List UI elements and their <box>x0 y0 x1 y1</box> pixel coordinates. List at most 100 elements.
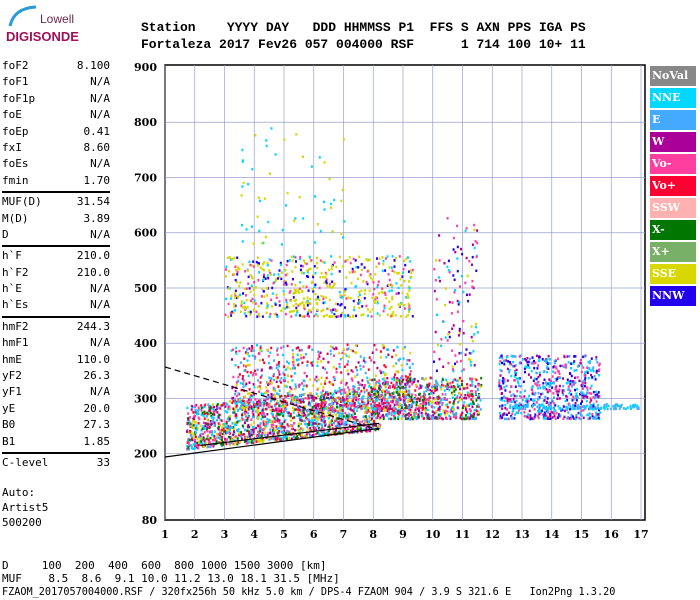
echo-point <box>390 314 393 318</box>
echo-point <box>331 403 334 406</box>
echo-point <box>329 349 332 353</box>
echo-point <box>548 381 551 385</box>
echo-point <box>206 426 209 429</box>
echo-point <box>247 403 250 406</box>
echo-point <box>195 424 198 427</box>
echo-point <box>327 417 330 420</box>
echo-point <box>283 420 286 423</box>
echo-point <box>375 392 378 396</box>
echo-point <box>564 363 567 366</box>
echo-point <box>335 413 338 416</box>
echo-point <box>428 392 431 396</box>
echo-point <box>261 415 264 418</box>
echo-point <box>352 423 355 427</box>
echo-point <box>379 369 382 373</box>
echo-point <box>531 405 534 409</box>
echo-point <box>306 364 309 367</box>
echo-point <box>304 397 307 400</box>
echo-point <box>268 395 271 399</box>
echo-point <box>230 311 233 314</box>
echo-point <box>308 308 311 312</box>
echo-point <box>519 385 522 388</box>
echo-point <box>259 422 262 425</box>
echo-point <box>225 420 228 424</box>
param-row: M(D) 3.89 <box>2 211 110 227</box>
echo-point <box>218 441 220 444</box>
echo-point <box>316 297 318 300</box>
echo-point <box>613 407 616 411</box>
echo-point <box>386 402 389 406</box>
echo-point <box>295 399 298 402</box>
echo-point <box>421 399 424 402</box>
echo-point <box>368 258 371 262</box>
echo-point <box>294 396 297 400</box>
echo-point <box>401 414 404 418</box>
echo-point <box>243 405 246 408</box>
echo-point <box>274 303 277 306</box>
echo-point <box>279 261 282 265</box>
echo-point <box>549 401 552 405</box>
echo-point <box>306 304 309 307</box>
echo-point <box>272 426 275 430</box>
echo-point <box>557 404 560 408</box>
echo-point <box>466 274 469 278</box>
echo-point <box>235 346 238 350</box>
echo-point <box>437 276 440 279</box>
echo-point <box>508 371 511 374</box>
echo-point <box>253 402 256 406</box>
echo-point <box>202 410 205 414</box>
echo-point <box>351 404 354 407</box>
echo-point <box>191 426 194 430</box>
echo-point <box>221 435 224 439</box>
echo-point <box>464 394 467 397</box>
echo-point <box>454 397 456 401</box>
echo-point <box>273 409 275 412</box>
echo-point <box>244 412 247 415</box>
echo-point <box>219 418 222 422</box>
echo-point <box>402 393 405 396</box>
param-value: N/A <box>90 157 110 171</box>
echo-point <box>408 286 411 290</box>
echo-point <box>572 383 575 386</box>
echo-point <box>583 407 586 410</box>
echo-point <box>383 396 386 399</box>
y-tick-label: 200 <box>134 448 157 461</box>
echo-point <box>470 398 473 401</box>
echo-point <box>301 361 304 364</box>
echo-point <box>572 415 574 418</box>
echo-point <box>413 401 416 404</box>
echo-point <box>453 291 456 294</box>
echo-point <box>196 441 199 445</box>
echo-point <box>294 291 297 294</box>
echo-point <box>235 413 238 416</box>
echo-point <box>280 309 283 313</box>
echo-point <box>334 424 337 428</box>
echo-point <box>374 410 377 413</box>
echo-point <box>192 436 195 439</box>
echo-point <box>464 408 467 411</box>
echo-point <box>400 381 403 384</box>
echo-point <box>441 378 444 381</box>
echo-point <box>249 290 252 294</box>
echo-point <box>479 408 482 411</box>
echo-point <box>325 396 328 400</box>
echo-point <box>224 439 227 442</box>
echo-point <box>313 428 316 431</box>
param-value: 8.100 <box>76 59 110 72</box>
echo-point <box>542 382 545 385</box>
param-name: fmin <box>2 173 29 187</box>
echo-point <box>213 405 216 409</box>
echo-point <box>252 383 255 386</box>
echo-point <box>275 380 278 384</box>
echo-point <box>332 383 335 386</box>
echo-point <box>275 296 278 300</box>
echo-point <box>282 379 285 382</box>
echo-point <box>504 403 507 407</box>
echo-point <box>345 399 348 402</box>
echo-point <box>309 410 312 414</box>
echo-point <box>471 379 474 383</box>
echo-point <box>298 399 301 402</box>
echo-point <box>315 406 317 409</box>
echo-point <box>286 259 289 263</box>
logo-lowell: Lowell <box>40 12 75 26</box>
